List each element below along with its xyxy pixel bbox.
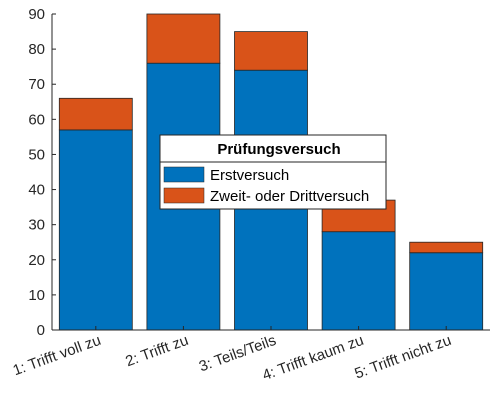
legend-swatch-zweit-oder-drittversuch (163, 187, 205, 204)
y-tick-label-40: 40 (28, 182, 45, 199)
y-tick-label-10: 10 (28, 287, 45, 304)
y-tick-label-70: 70 (28, 76, 45, 93)
y-tick-label-50: 50 (28, 146, 45, 163)
y-tick-label-80: 80 (28, 41, 45, 58)
y-tick-label-30: 30 (28, 217, 45, 234)
legend-label-erstversuch: Erstversuch (210, 167, 289, 184)
y-tick-label-90: 90 (28, 6, 45, 23)
bar-erstversuch-4 (321, 231, 396, 331)
legend-swatch-erstversuch (163, 166, 205, 183)
x-tick-label-5: 5: Trifft nicht zu (352, 332, 453, 383)
legend-label-zweit-oder-drittversuch: Zweit- oder Drittversuch (210, 188, 369, 205)
legend-title: Prüfungsversuch (217, 141, 340, 158)
x-tick-label-1: 1: Trifft voll zu (11, 332, 104, 380)
bar-zweit-oder-drittversuch-5 (409, 241, 484, 254)
y-tick-label-20: 20 (28, 252, 45, 269)
bar-zweit-oder-drittversuch-1 (58, 97, 133, 131)
y-axis-ticks: 0 10 20 30 40 50 60 70 80 90 (28, 6, 56, 339)
y-tick-label-60: 60 (28, 111, 45, 128)
bar-erstversuch-1 (58, 129, 133, 331)
legend: Prüfungsversuch Erstversuch Zweit- oder … (159, 134, 387, 210)
x-tick-label-2: 2: Trifft zu (123, 332, 190, 370)
bar-zweit-oder-drittversuch-3 (234, 31, 308, 71)
x-axis-ticks: 1: Trifft voll zu 2: Trifft zu 3: Teils/Te… (11, 326, 454, 384)
bar-erstversuch-5 (409, 252, 484, 331)
x-tick-label-4: 4: Trifft kaum zu (260, 332, 366, 384)
bar-zweit-oder-drittversuch-2 (146, 13, 221, 64)
y-tick-label-0: 0 (37, 322, 45, 339)
